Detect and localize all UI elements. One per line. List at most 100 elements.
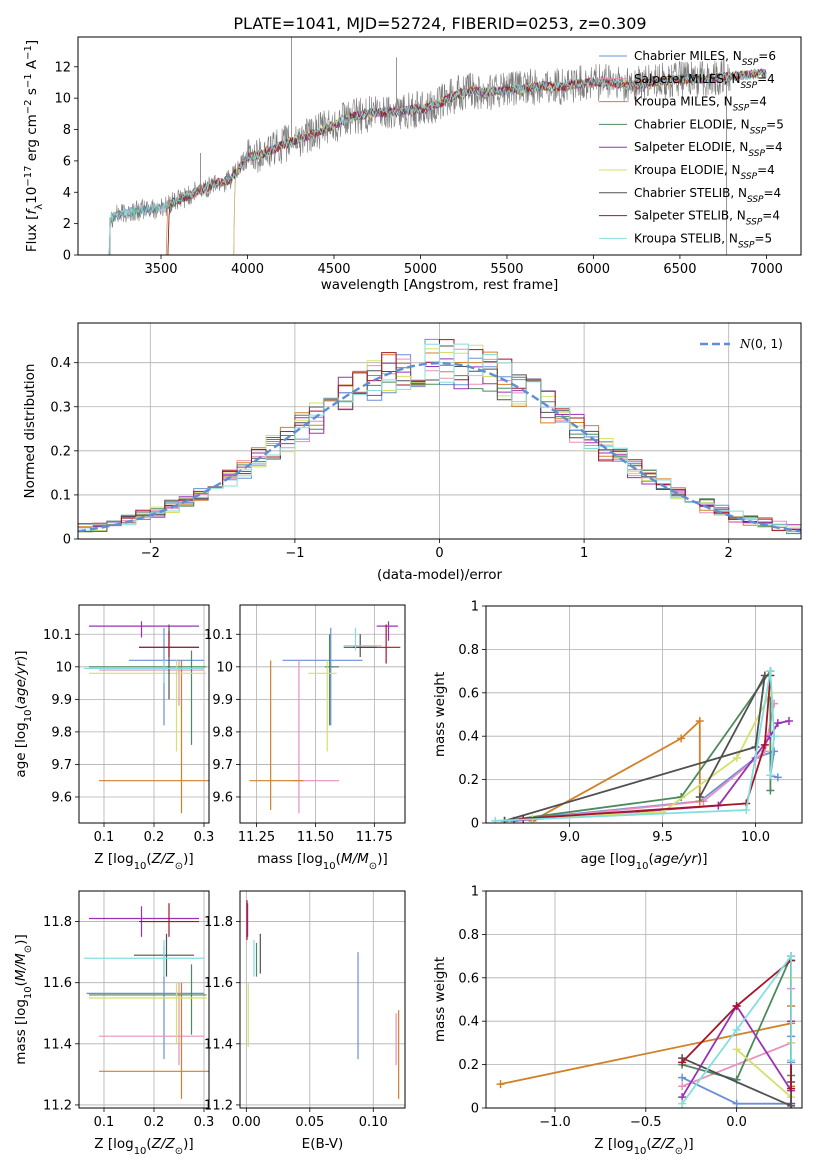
x-tick-label: 0.05 (295, 1115, 324, 1130)
x-axis-label: age [log10(age/yr)] (580, 851, 707, 872)
weight-marker (770, 732, 779, 741)
x-tick-label: 0.00 (232, 1115, 261, 1130)
weight-marker (732, 1002, 741, 1011)
legend-ssp-subscript: SSP (741, 172, 758, 182)
label-part: M (357, 851, 369, 867)
histogram-kroupa-stelib (78, 343, 801, 533)
label-part: −1 (23, 45, 34, 60)
x-tick-label: 7000 (750, 262, 783, 277)
label-part: ( (336, 851, 341, 867)
y-tick-label: 8 (63, 123, 71, 138)
x-axis-label: (data-model)/error (377, 567, 503, 583)
panel-weight_vs_age: 9.0 9.5 10.0 0 0.2 0.4 0.6 0.8 1 age [log10(age/y… (432, 600, 803, 872)
label-part: mass weight (432, 672, 448, 757)
weight-marker (766, 771, 775, 780)
errorbar-salpeter-stelib (353, 624, 401, 664)
weight-marker (732, 753, 741, 762)
x-tick-label: 0.3 (194, 1115, 215, 1130)
legend-ssp-count: =4 (757, 163, 775, 177)
y-axis-label: mass [log10(M/M⊙)] (13, 934, 34, 1064)
axes-frame (239, 604, 406, 824)
x-tick-label: 9.0 (559, 830, 580, 845)
weight-marker (787, 1101, 796, 1108)
y-tick-label: 0.3 (50, 400, 71, 415)
panel-weight_vs_Z: −1.0 −0.5 0.000.20.40.60.81Z [log10(Z/Z⊙)]… (432, 885, 803, 1157)
label-part: M (13, 969, 29, 981)
x-tick-label: 0.1 (94, 830, 115, 845)
label-part: Z [log (94, 1136, 133, 1152)
legend-series-name: Kroupa MILES, N (634, 95, 733, 109)
plot-area (491, 667, 793, 823)
weight-marker (773, 773, 782, 782)
legend-entry-salpeter-elodie: Salpeter ELODIE, NSSP=4 (634, 140, 783, 159)
label-part: / (160, 1136, 167, 1152)
y-tick-label: 11.6 (43, 976, 72, 991)
x-tick-label: 0 (435, 546, 443, 561)
weight-marker (766, 667, 775, 676)
y-tick-label: 10 (55, 660, 72, 675)
y-tick-label: 11.8 (43, 915, 72, 930)
panel-age_vs_mass: 11.25 11.50 11.75 9.6 9.7 9.8 9.9 10 10.1 mass [l… (204, 604, 406, 872)
label-part: M (341, 851, 353, 867)
y-tick-label: 9.6 (51, 790, 72, 805)
legend-series-name: Chabrier ELODIE, N (634, 117, 750, 131)
label-part: )] (377, 851, 388, 867)
label-part: 10 (134, 1146, 147, 1157)
label-part: age (654, 851, 679, 867)
label-part: yr (13, 660, 29, 676)
label-part: mass [log (13, 999, 29, 1065)
plot-area (84, 903, 209, 1099)
legend-ssp-count: =4 (757, 72, 775, 86)
legend-entry-kroupa-elodie: Kroupa ELODIE, NSSP=4 (634, 163, 775, 182)
y-tick-label: 6 (63, 154, 71, 169)
x-tick-label: 4000 (231, 262, 264, 277)
weight-marker (491, 816, 500, 823)
plot-area (249, 621, 401, 814)
y-tick-label: 11.2 (204, 1098, 233, 1113)
legend-ssp-count: =5 (766, 117, 784, 131)
legend-series-name: Salpeter STELIB, N (634, 209, 746, 223)
errorbar-kroupa-elodie (89, 982, 207, 1044)
y-tick-label: 11.4 (204, 1037, 233, 1052)
label-part: ⊙ (369, 861, 377, 872)
weight-marker (742, 805, 751, 814)
label-part: ( (13, 704, 29, 709)
y-tick-label: 9.9 (51, 693, 72, 708)
y-tick-label: 0.4 (458, 730, 479, 745)
legend-series-name: Kroupa ELODIE, N (634, 163, 741, 177)
x-tick-label: −0.5 (630, 1115, 662, 1130)
weight-marker (787, 952, 796, 961)
axes-frame (78, 604, 210, 824)
label-part: mass [log (257, 851, 323, 867)
legend-entry-chabrier-miles: Chabrier MILES, NSSP=6 (634, 49, 776, 68)
legend-entry-chabrier-stelib: Chabrier STELIB, NSSP=4 (634, 186, 781, 205)
label-part: ⊙ (675, 1146, 683, 1157)
x-tick-label: 11.50 (297, 830, 334, 845)
x-tick-label: 5000 (404, 262, 437, 277)
x-tick-label: 0.1 (94, 1115, 115, 1130)
errorbar-kroupa-stelib (84, 660, 204, 684)
label-part: ( (648, 851, 653, 867)
label-part: λ (34, 204, 45, 210)
x-tick-label: 10.0 (741, 830, 770, 845)
plot-area (496, 952, 796, 1108)
weight-marker (678, 1082, 687, 1091)
errorbar-kroupa-elodie (308, 660, 337, 752)
y-axis-label: Flux [fλ10−17 erg cm−2 s−1 A−1] (23, 40, 45, 252)
label-part: / (13, 963, 29, 970)
y-tick-label: 10.1 (43, 628, 72, 643)
errorbar-chabrier-elodie (89, 650, 207, 745)
y-tick-label: 0 (471, 1102, 479, 1117)
legend-ssp-subscript: SSP (741, 81, 758, 91)
x-axis-label: Z [log10(Z/Z⊙)] (94, 851, 193, 872)
weight-marker (751, 743, 760, 752)
label-part: 10 (24, 187, 40, 204)
label-part: f (24, 208, 40, 215)
y-tick-label: 11.8 (204, 915, 233, 930)
weight-marker (732, 1025, 741, 1034)
x-tick-label: 4500 (317, 262, 350, 277)
weight-marker (766, 688, 775, 697)
label-part: )] (683, 1136, 694, 1152)
